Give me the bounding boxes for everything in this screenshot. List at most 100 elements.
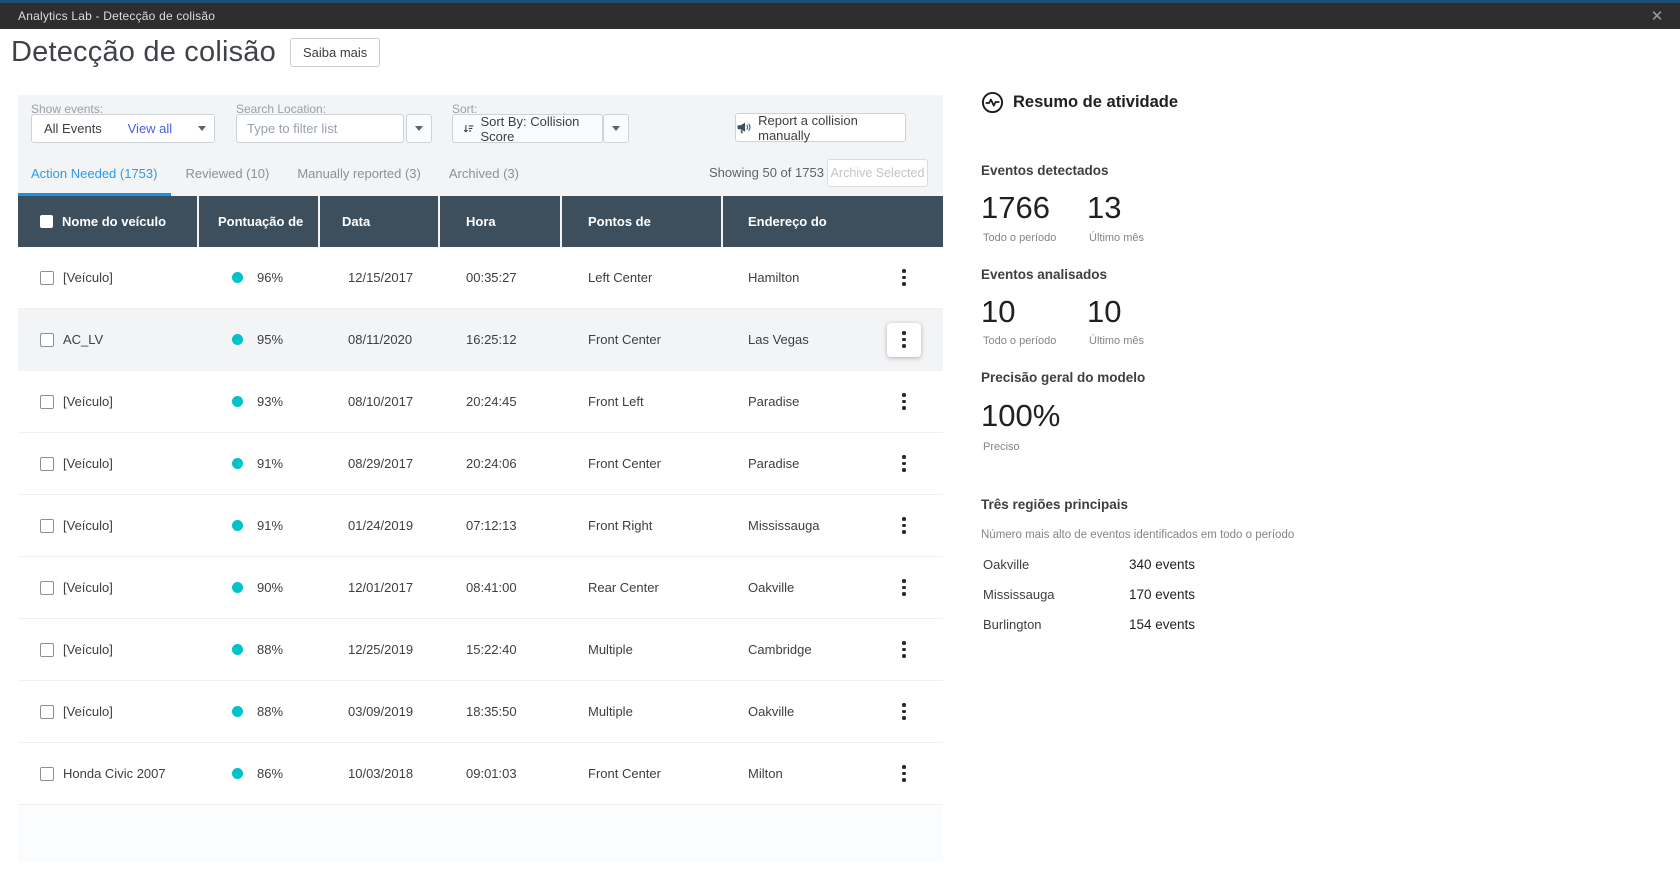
row-checkbox[interactable] [40,704,54,719]
show-events-select[interactable]: All Events View all [31,114,215,143]
table-row[interactable]: [Veículo] 93% 08/10/2017 20:24:45 Front … [18,371,943,433]
region-name: Burlington [983,616,1042,632]
row-menu-icon[interactable] [887,695,921,729]
row-menu-icon[interactable] [887,757,921,791]
row-menu-icon[interactable] [887,385,921,419]
impact-point: Front Center [588,766,661,781]
region-events-count: 170 events [1129,586,1196,602]
archive-selected-button[interactable]: Archive Selected [827,159,928,187]
top-regions-title: Três regiões principais [981,497,1129,513]
event-address: Hamilton [748,270,800,285]
score-dot [232,272,243,283]
score-dot [232,582,243,593]
table-row[interactable]: [Veículo] 88% 12/25/2019 15:22:40 Multip… [18,619,943,681]
region-row: Burlington 154 events [981,609,1281,639]
row-checkbox[interactable] [40,394,54,409]
search-dropdown-button[interactable] [406,114,432,143]
impact-point: Left Center [588,270,653,285]
tab-manually-reported[interactable]: Manually reported (3) [297,165,421,181]
score-dot [232,520,243,531]
row-menu-icon[interactable] [887,633,921,667]
table-body: [Veículo] 96% 12/15/2017 00:35:27 Left C… [18,247,943,805]
header-address: Endereço do [748,214,827,229]
impact-point: Multiple [588,704,633,719]
row-checkbox[interactable] [40,518,54,533]
impact-point: Front Center [588,456,661,471]
view-all-link[interactable]: View all [127,121,173,136]
event-address: Las Vegas [748,332,809,347]
detected-events-label: Eventos detectados [981,163,1109,178]
model-accuracy-value: 100% [981,398,1061,434]
region-events-count: 154 events [1129,616,1196,632]
sort-dropdown-button[interactable] [603,114,629,143]
score-value: 95% [257,332,284,347]
search-location-field [236,114,404,143]
vehicle-name: [Veículo] [63,270,113,285]
detected-last-month-value: 13 [1087,190,1122,225]
row-menu-icon[interactable] [887,261,921,295]
score-value: 91% [257,456,284,471]
table-row[interactable]: AC_LV 95% 08/11/2020 16:25:12 Front Cent… [18,309,943,371]
score-value: 86% [257,766,284,781]
table-row[interactable]: [Veículo] 88% 03/09/2019 18:35:50 Multip… [18,681,943,743]
region-row: Oakville 340 events [981,549,1281,579]
showing-count: Showing 50 of 1753 [709,165,824,180]
score-dot [232,334,243,345]
close-icon[interactable]: ✕ [1650,8,1664,25]
table-row[interactable]: [Veículo] 91% 08/29/2017 20:24:06 Front … [18,433,943,495]
table-row[interactable]: [Veículo] 96% 12/15/2017 00:35:27 Left C… [18,247,943,309]
events-panel: Show events: All Events View all Search … [18,95,943,862]
chevron-down-icon [198,126,206,131]
sort-label: Sort: [452,102,478,116]
score-value: 96% [257,270,284,285]
row-checkbox[interactable] [40,456,54,471]
event-date: 12/01/2017 [348,580,414,595]
event-date: 03/09/2019 [348,704,414,719]
sort-by-value: Sort By: Collision Score [480,113,580,144]
row-menu-icon[interactable] [887,509,921,543]
table-row[interactable]: [Veículo] 90% 12/01/2017 08:41:00 Rear C… [18,557,943,619]
search-input[interactable] [247,121,393,136]
event-date: 10/03/2018 [348,766,414,781]
table-row[interactable]: [Veículo] 91% 01/24/2019 07:12:13 Front … [18,495,943,557]
row-checkbox[interactable] [40,270,54,285]
tab-archived[interactable]: Archived (3) [448,165,519,181]
table-header: Nome do veículo Pontuação de Data Hora P… [18,196,943,247]
impact-point: Front Left [588,394,644,409]
header-score: Pontuação de [199,196,320,247]
event-address: Milton [748,766,783,781]
event-date: 01/24/2019 [348,518,414,533]
sort-by-button[interactable]: Sort By: Collision Score [452,113,603,144]
tab-reviewed[interactable]: Reviewed (10) [185,165,270,181]
event-time: 20:24:45 [466,394,517,409]
row-menu-icon[interactable] [887,571,921,605]
filter-area-background [18,95,943,196]
event-time: 08:41:00 [466,580,517,595]
row-menu-icon[interactable] [887,447,921,481]
activity-icon [981,91,1004,114]
score-dot [232,706,243,717]
select-all-checkbox[interactable] [40,215,53,228]
table-row[interactable]: Honda Civic 2007 86% 10/03/2018 09:01:03… [18,743,943,805]
report-collision-button[interactable]: Report a collision manually [735,113,906,143]
event-address: Oakville [748,704,795,719]
vehicle-name: [Veículo] [63,518,113,533]
row-checkbox[interactable] [40,642,54,657]
learn-more-button[interactable]: Saiba mais [289,38,381,67]
row-checkbox[interactable] [40,580,54,595]
tab-action-needed[interactable]: Action Needed (1753) [18,150,172,196]
region-row: Mississauga 170 events [981,579,1281,609]
score-dot [232,458,243,469]
header-vehicle-name: Nome do veículo [62,214,167,229]
event-time: 16:25:12 [466,332,517,347]
analyzed-last-month-value: 10 [1087,293,1122,329]
row-checkbox[interactable] [40,332,54,347]
row-menu-icon[interactable] [887,322,921,357]
row-checkbox[interactable] [40,766,54,781]
analyzed-all-time-value: 10 [981,293,1016,329]
event-date: 08/11/2020 [348,332,413,347]
vehicle-name: [Veículo] [63,642,113,657]
vehicle-name: [Veículo] [63,704,113,719]
score-dot [232,768,243,779]
